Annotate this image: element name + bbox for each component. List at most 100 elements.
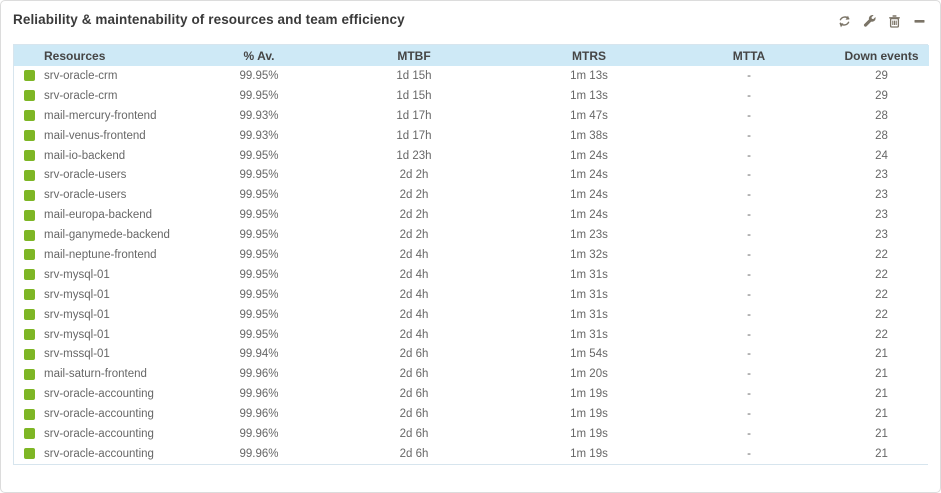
availability-value: 99.96% [204, 364, 314, 385]
mtbf-value: 2d 4h [314, 304, 514, 325]
table-row: srv-mysql-01 99.95% 2d 4h 1m 31s - 22 [14, 284, 929, 305]
refresh-button[interactable] [836, 13, 853, 30]
column-header-down-events: Down events [844, 48, 919, 63]
mtta-value: - [664, 125, 834, 146]
resource-name: srv-mysql-01 [44, 284, 204, 305]
availability-value: 99.95% [204, 66, 314, 86]
status-cell [14, 185, 44, 206]
down-events-value: 28 [834, 125, 929, 146]
column-header-mtbf: MTBF [397, 48, 431, 63]
table-row: srv-oracle-users 99.95% 2d 2h 1m 24s - 2… [14, 165, 929, 186]
down-events-value: 23 [834, 165, 929, 186]
availability-value: 99.95% [204, 185, 314, 206]
mtbf-value: 2d 2h [314, 225, 514, 246]
resource-name: mail-io-backend [44, 145, 204, 166]
collapse-button[interactable] [911, 13, 928, 30]
table-row: srv-oracle-users 99.95% 2d 2h 1m 24s - 2… [14, 185, 929, 206]
resource-name: srv-oracle-crm [44, 85, 204, 106]
status-square-icon [23, 309, 35, 321]
mtrs-value: 1m 24s [514, 205, 664, 226]
resource-name: srv-oracle-users [44, 185, 204, 206]
resource-name: srv-mssql-01 [44, 344, 204, 365]
mtrs-value: 1m 23s [514, 225, 664, 246]
status-square-icon [23, 408, 35, 420]
availability-value: 99.93% [204, 125, 314, 146]
mtbf-value: 2d 6h [314, 344, 514, 365]
mtta-value: - [664, 284, 834, 305]
table-row: mail-venus-frontend 99.93% 1d 17h 1m 38s… [14, 125, 929, 146]
mtrs-value: 1m 24s [514, 145, 664, 166]
status-cell [14, 344, 44, 365]
resource-name: srv-oracle-accounting [44, 404, 204, 425]
mtta-value: - [664, 324, 834, 345]
resource-name: srv-oracle-accounting [44, 384, 204, 405]
mtrs-value: 1m 13s [514, 85, 664, 106]
availability-value: 99.95% [204, 205, 314, 226]
mtta-value: - [664, 145, 834, 166]
status-cell [14, 205, 44, 226]
mtta-value: - [664, 344, 834, 365]
resource-name: srv-oracle-users [44, 165, 204, 186]
table-row: srv-oracle-accounting 99.96% 2d 6h 1m 19… [14, 443, 929, 464]
status-cell [14, 324, 44, 345]
down-events-value: 22 [834, 245, 929, 265]
status-cell [14, 165, 44, 186]
down-events-value: 22 [834, 304, 929, 325]
down-events-value: 22 [834, 324, 929, 345]
mtta-value: - [664, 404, 834, 425]
availability-value: 99.95% [204, 284, 314, 305]
column-header-mtta: MTTA [732, 48, 766, 63]
configure-button[interactable] [861, 13, 878, 30]
mtbf-value: 1d 15h [314, 66, 514, 86]
status-cell [14, 264, 44, 285]
availability-value: 99.94% [204, 344, 314, 365]
resource-name: srv-oracle-crm [44, 66, 204, 86]
status-square-icon [23, 328, 35, 340]
refresh-icon [839, 15, 850, 28]
mtta-value: - [664, 245, 834, 265]
mtbf-value: 2d 2h [314, 185, 514, 206]
resource-name: srv-oracle-accounting [44, 443, 204, 464]
mtta-value: - [664, 205, 834, 226]
down-events-value: 23 [834, 205, 929, 226]
down-events-value: 23 [834, 185, 929, 206]
mtbf-value: 2d 2h [314, 165, 514, 186]
resource-name: mail-venus-frontend [44, 125, 204, 146]
resource-name: mail-neptune-frontend [44, 245, 204, 265]
mtbf-value: 2d 6h [314, 384, 514, 405]
down-events-value: 21 [834, 443, 929, 464]
status-square-icon [23, 428, 35, 440]
mtta-value: - [664, 264, 834, 285]
mtta-value: - [664, 85, 834, 106]
status-square-icon [23, 149, 35, 161]
table-row: srv-mssql-01 99.94% 2d 6h 1m 54s - 21 [14, 344, 929, 365]
table-row: srv-oracle-crm 99.95% 1d 15h 1m 13s - 29 [14, 85, 929, 106]
panel-toolbar [836, 12, 928, 30]
down-events-value: 24 [834, 145, 929, 166]
column-header-status [14, 45, 44, 66]
status-cell [14, 225, 44, 246]
down-events-value: 29 [834, 85, 929, 106]
down-events-value: 22 [834, 284, 929, 305]
availability-value: 99.95% [204, 225, 314, 246]
mtbf-value: 2d 6h [314, 364, 514, 385]
table-header-row: Resources % Av. MTBF MTRS MTTA Down even… [14, 45, 929, 66]
table-row: mail-io-backend 99.95% 1d 23h 1m 24s - 2… [14, 145, 929, 166]
mtta-value: - [664, 165, 834, 186]
resource-name: mail-saturn-frontend [44, 364, 204, 385]
table-row: srv-mysql-01 99.95% 2d 4h 1m 31s - 22 [14, 324, 929, 345]
availability-value: 99.96% [204, 404, 314, 425]
status-cell [14, 145, 44, 166]
table-row: srv-oracle-accounting 99.96% 2d 6h 1m 19… [14, 424, 929, 444]
availability-value: 99.93% [204, 105, 314, 126]
status-cell [14, 105, 44, 126]
panel-header: Reliability & maintenability of resource… [1, 1, 940, 44]
mtrs-value: 1m 54s [514, 344, 664, 365]
mtbf-value: 1d 23h [314, 145, 514, 166]
status-cell [14, 364, 44, 385]
delete-button[interactable] [886, 13, 903, 30]
down-events-value: 21 [834, 404, 929, 425]
status-square-icon [23, 130, 35, 142]
availability-value: 99.95% [204, 245, 314, 265]
mtrs-value: 1m 32s [514, 245, 664, 265]
